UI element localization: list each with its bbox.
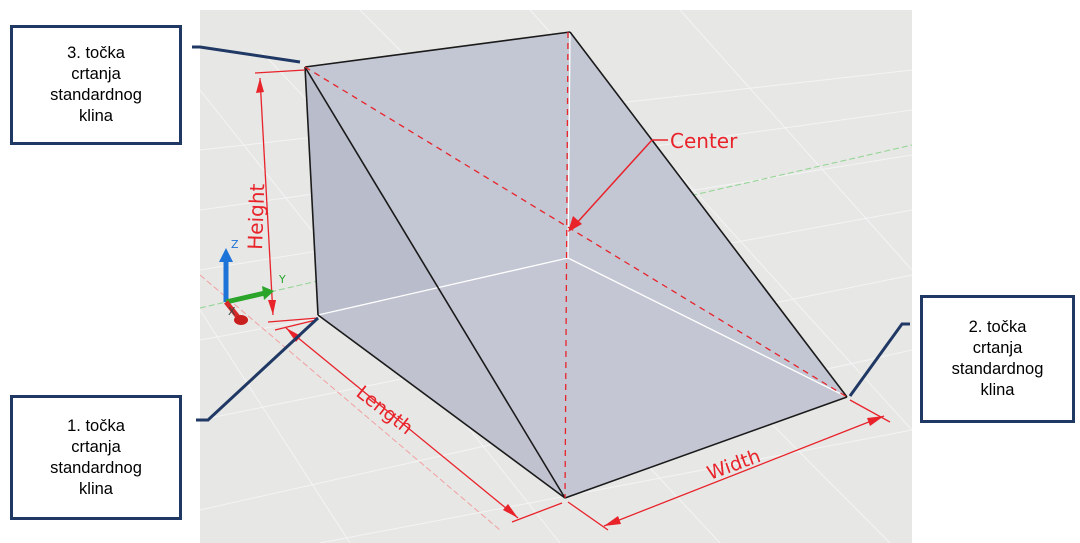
- leader-point-2: [848, 322, 910, 397]
- height-dimension: [254, 69, 319, 323]
- callout-point-2-line1: 2. točka: [968, 318, 1027, 336]
- callout-point-1: 1. točka crtanja standardnog klina: [10, 395, 182, 520]
- length-dimension: [274, 319, 563, 523]
- callout-point-3: 3. točka crtanja standardnog klina: [10, 25, 182, 145]
- callout-point-2-line2: crtanja: [972, 339, 1023, 357]
- ucs-icon: Z Y X: [219, 238, 286, 325]
- callout-point-1-line2: crtanja: [71, 437, 121, 456]
- height-label: Height: [243, 183, 269, 250]
- width-dimension: [567, 399, 891, 531]
- callout-point-3-line2: crtanja: [71, 65, 121, 83]
- cad-viewport[interactable]: Center Height Length Width: [200, 10, 912, 543]
- callout-point-2: 2. točka crtanja standardnog klina: [920, 295, 1075, 423]
- callout-point-1-line1: 1. točka: [67, 416, 125, 435]
- center-diagonals: [304, 31, 848, 499]
- callout-point-3-line4: klina: [79, 107, 113, 125]
- center-leader: [574, 139, 668, 226]
- callout-point-3-line1: 3. točka: [67, 44, 125, 62]
- visible-edges: [304, 31, 848, 499]
- wedge-scene: Center Height Length Width: [200, 10, 912, 543]
- y-axis-label: Y: [278, 273, 286, 286]
- callout-point-1-line3: standardnog: [50, 458, 142, 477]
- callout-point-3-line3: standardnog: [50, 86, 142, 104]
- hidden-edges: [317, 31, 848, 398]
- wedge-bottom-face: [318, 258, 847, 498]
- x-axis-label: X: [228, 305, 236, 318]
- z-axis-label: Z: [231, 238, 239, 251]
- leader-point-3: [192, 45, 301, 64]
- callout-point-2-line4: klina: [980, 381, 1015, 399]
- x-axis-line: [200, 274, 501, 531]
- center-label: Center: [670, 129, 738, 153]
- leader-point-1: [196, 316, 320, 422]
- callout-point-2-line3: standardnog: [951, 360, 1044, 378]
- center-arrowhead: [568, 216, 582, 232]
- callout-point-1-line4: klina: [79, 479, 113, 498]
